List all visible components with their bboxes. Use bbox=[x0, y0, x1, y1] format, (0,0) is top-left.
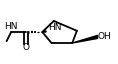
Text: HN: HN bbox=[4, 22, 18, 31]
Text: OH: OH bbox=[98, 32, 111, 41]
Polygon shape bbox=[72, 35, 98, 43]
Text: O: O bbox=[23, 43, 30, 52]
Text: HN: HN bbox=[48, 23, 62, 32]
